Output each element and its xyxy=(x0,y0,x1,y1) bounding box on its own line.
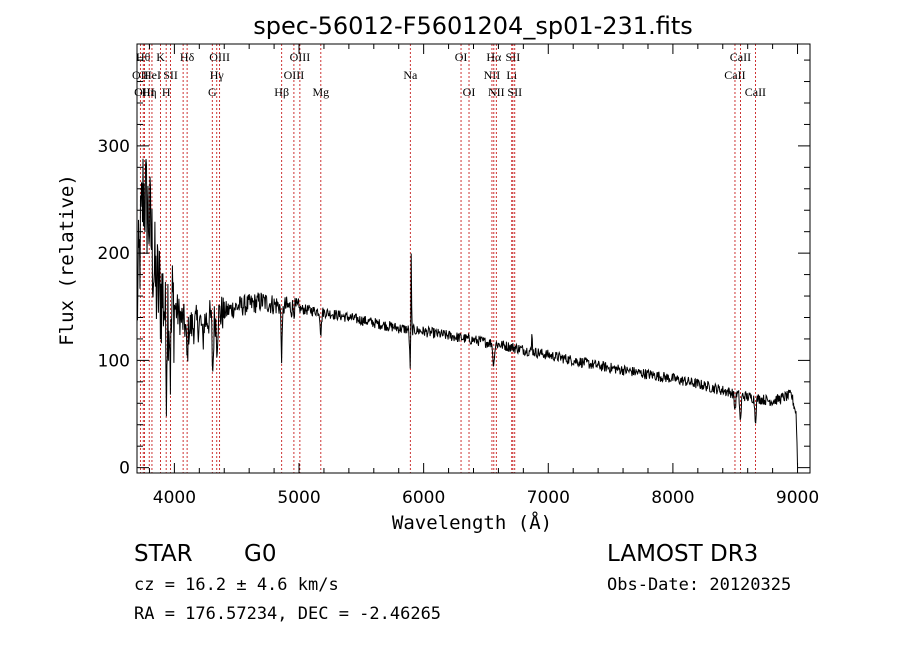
line-marker-label: G xyxy=(208,85,217,99)
spectrum-line xyxy=(136,158,798,466)
plot-frame xyxy=(136,43,811,474)
object-class: STAR xyxy=(134,541,193,567)
x-tick-label: 8000 xyxy=(651,488,694,508)
line-marker-label: OI xyxy=(455,50,468,64)
x-tick-label: 6000 xyxy=(402,488,445,508)
line-marker-label: Hθ xyxy=(136,50,151,64)
line-marker-label: HeI xyxy=(143,68,161,82)
line-marker-label: Na xyxy=(403,68,418,82)
x-axis: 4000 5000 6000 7000 8000 9000 xyxy=(148,44,819,508)
line-marker-label: NII xyxy=(488,85,505,99)
x-tick-label: 4000 xyxy=(153,488,196,508)
line-marker-label: Mg xyxy=(312,85,329,99)
line-marker-label: CaII xyxy=(730,50,751,64)
line-marker-label: Hα xyxy=(486,50,502,64)
line-marker-label: K xyxy=(156,50,165,64)
line-marker-label: CaII xyxy=(724,68,745,82)
line-marker-label: OIII xyxy=(290,50,311,64)
x-tick-label: 9000 xyxy=(776,488,819,508)
x-tick-label: 7000 xyxy=(527,488,570,508)
obs-date: Obs-Date: 20120325 xyxy=(607,575,791,595)
y-tick-label: 100 xyxy=(98,351,130,371)
chart-title: spec-56012-F5601204_sp01-231.fits xyxy=(253,12,692,40)
redshift-text: cz = 16.2 ± 4.6 km/s xyxy=(134,575,339,595)
line-marker-label: Hδ xyxy=(180,50,195,64)
x-axis-label: Wavelength (Å) xyxy=(392,511,552,534)
line-marker-label: Hβ xyxy=(274,85,289,99)
spectrum-layer xyxy=(136,158,798,466)
y-tick-label: 200 xyxy=(98,244,130,264)
line-marker-label: SII xyxy=(163,68,178,82)
line-marker-label: SII xyxy=(506,50,521,64)
line-marker-label: OIII xyxy=(209,50,230,64)
y-tick-label: 300 xyxy=(98,137,130,157)
line-marker-label: SII xyxy=(507,85,522,99)
line-marker-label: H xyxy=(162,85,171,99)
line-marker-label: NII xyxy=(484,68,501,82)
line-marker-label: Hη xyxy=(142,85,157,99)
object-subclass: G0 xyxy=(244,541,276,567)
line-marker-label: CaII xyxy=(745,85,766,99)
line-marker-label: Li xyxy=(506,68,517,82)
y-axis: 0 100 200 300 xyxy=(98,59,810,479)
y-tick-label: 0 xyxy=(119,459,130,479)
line-marker-label: Hγ xyxy=(210,68,225,82)
line-marker-label: OIII xyxy=(134,85,155,99)
line-marker-label: OI xyxy=(463,85,476,99)
coordinates: RA = 176.57234, DEC = -2.46265 xyxy=(134,604,441,624)
line-marker-label: OIII xyxy=(284,68,305,82)
y-axis-label: Flux (relative) xyxy=(56,174,78,346)
line-marker-label: OII xyxy=(132,68,149,82)
line-markers: OIIHθOIIIHηHeIKHSIIHδGHγOIIIHβOIIIOIIIMg… xyxy=(132,44,766,473)
survey-name: LAMOST DR3 xyxy=(607,541,758,567)
x-tick-label: 5000 xyxy=(277,488,320,508)
